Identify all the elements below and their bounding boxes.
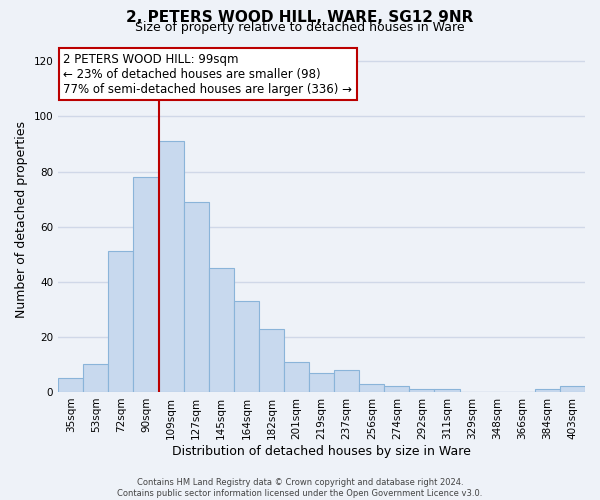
- Bar: [535, 389, 560, 392]
- Bar: [259, 328, 284, 392]
- Bar: [409, 389, 434, 392]
- Bar: [209, 268, 234, 392]
- Text: Size of property relative to detached houses in Ware: Size of property relative to detached ho…: [135, 22, 465, 35]
- Bar: [560, 386, 585, 392]
- Text: Contains HM Land Registry data © Crown copyright and database right 2024.
Contai: Contains HM Land Registry data © Crown c…: [118, 478, 482, 498]
- Bar: [359, 384, 385, 392]
- Bar: [434, 389, 460, 392]
- Y-axis label: Number of detached properties: Number of detached properties: [15, 121, 28, 318]
- Bar: [284, 362, 309, 392]
- Text: 2, PETERS WOOD HILL, WARE, SG12 9NR: 2, PETERS WOOD HILL, WARE, SG12 9NR: [127, 10, 473, 25]
- X-axis label: Distribution of detached houses by size in Ware: Distribution of detached houses by size …: [172, 444, 471, 458]
- Bar: [385, 386, 409, 392]
- Bar: [309, 372, 334, 392]
- Text: 2 PETERS WOOD HILL: 99sqm
← 23% of detached houses are smaller (98)
77% of semi-: 2 PETERS WOOD HILL: 99sqm ← 23% of detac…: [64, 52, 352, 96]
- Bar: [158, 141, 184, 392]
- Bar: [109, 252, 133, 392]
- Bar: [58, 378, 83, 392]
- Bar: [83, 364, 109, 392]
- Bar: [133, 177, 158, 392]
- Bar: [184, 202, 209, 392]
- Bar: [234, 301, 259, 392]
- Bar: [334, 370, 359, 392]
